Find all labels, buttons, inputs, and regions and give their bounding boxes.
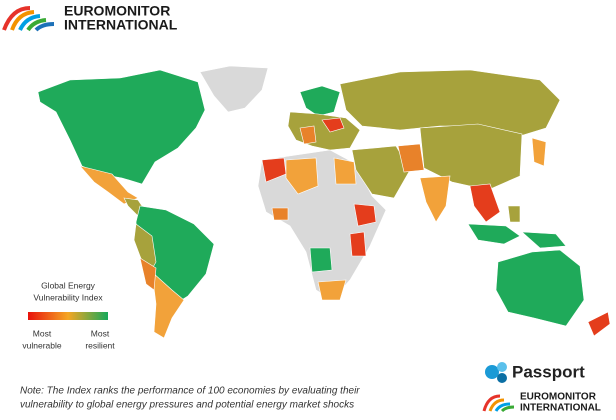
passport-icon xyxy=(485,362,507,383)
legend-low-label: vulnerable xyxy=(22,340,61,350)
note: Note: The Index ranks the performance of… xyxy=(20,386,360,397)
header-logo: EUROMONITOR INTERNATIONAL xyxy=(2,3,178,33)
legend-high-label: Most xyxy=(91,328,110,338)
logo-text: EUROMONITOR xyxy=(520,392,597,403)
logo-text: INTERNATIONAL xyxy=(64,17,178,33)
note: vulnerability to global energy pressures… xyxy=(20,400,354,411)
legend-high-label: resilient xyxy=(85,340,115,350)
logo-icon xyxy=(482,394,515,413)
product-name: Passport xyxy=(512,362,585,381)
legend-low-label: Most xyxy=(33,328,52,338)
legend-gradient xyxy=(28,312,108,320)
legend-title: Global Energy xyxy=(41,280,96,290)
legend: Global Energy Vulnerability Index Most v… xyxy=(22,280,115,350)
logo-text: INTERNATIONAL xyxy=(520,403,601,414)
footer-logo: Passport EUROMONITOR INTERNATIONAL xyxy=(482,362,601,414)
world-map xyxy=(37,65,611,339)
logo-text: EUROMONITOR xyxy=(64,3,170,19)
logo-icon xyxy=(2,6,55,32)
legend-title: Vulnerability Index xyxy=(33,292,103,302)
